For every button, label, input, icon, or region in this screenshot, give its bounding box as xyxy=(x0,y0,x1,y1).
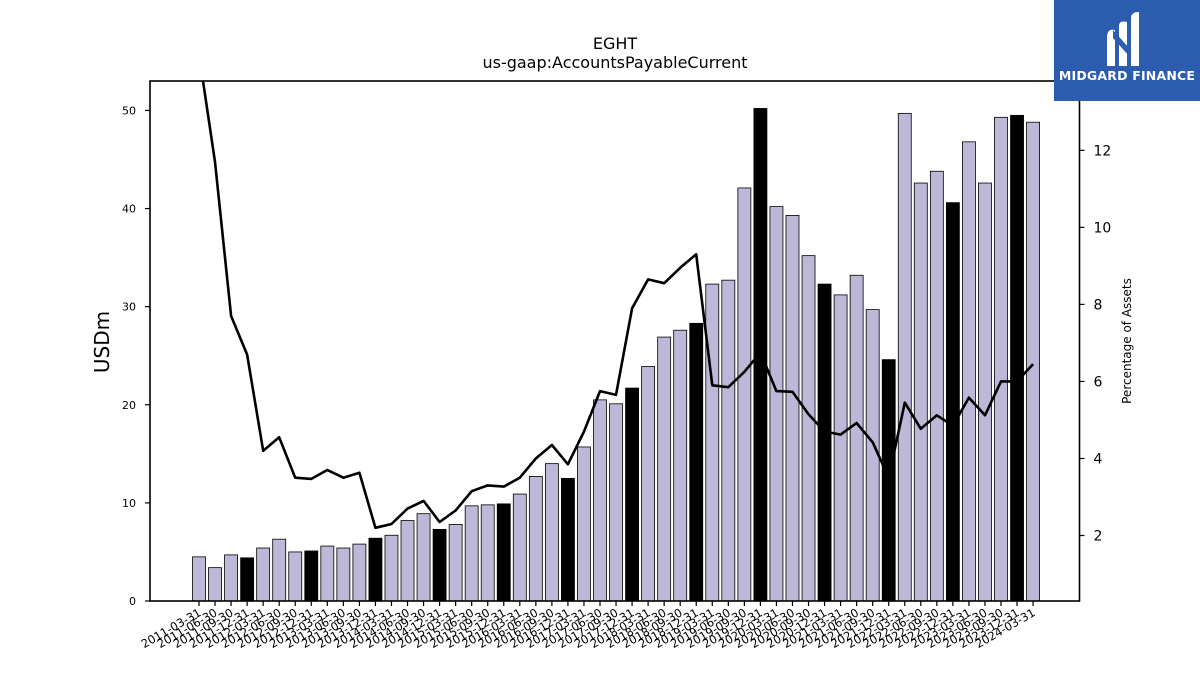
bar-2018-03-31 xyxy=(641,366,656,602)
bar-2018-06-30 xyxy=(657,336,672,602)
bar-2021-03-31 xyxy=(833,294,848,602)
bar-2014-03-31 xyxy=(384,534,399,602)
y2-tick-label: 12 xyxy=(1094,143,1112,159)
bar-2015-06-30 xyxy=(464,505,479,602)
bar-2021-12-31 xyxy=(881,359,896,602)
bar-2023-06-30 xyxy=(978,182,992,602)
bar-2020-09-30 xyxy=(801,255,816,602)
bar-2019-03-31 xyxy=(705,283,720,602)
y-axis-right: 2 4 6 8 10 12 xyxy=(1079,143,1112,545)
bar-2014-09-30 xyxy=(416,513,431,602)
y2-axis-label: Percentage of Assets xyxy=(1120,278,1134,404)
bar-2011-09-30 xyxy=(224,554,238,602)
x-axis: 2011-03-312011-06-302011-09-302011-12-31… xyxy=(139,601,1038,651)
bar-2022-03-31 xyxy=(897,112,912,602)
logo-text: MIDGARD FINANCE xyxy=(1058,68,1196,83)
bar-2023-12-31 xyxy=(1010,114,1024,602)
percentage-of-assets-line xyxy=(201,81,1035,530)
bar-2016-09-30 xyxy=(544,463,559,602)
bar-2011-03-31 xyxy=(192,556,206,602)
bar-2024-03-31 xyxy=(1026,121,1040,602)
y-axis-left: 0 10 20 30 40 50 xyxy=(122,104,150,608)
y-tick-label: 10 xyxy=(122,497,136,510)
bar-2021-06-30 xyxy=(849,274,864,602)
chart-title: EGHT xyxy=(593,34,638,53)
y2-tick-label: 10 xyxy=(1094,220,1112,236)
y-tick-label: 30 xyxy=(122,301,136,314)
bar-2023-09-30 xyxy=(994,116,1008,602)
bar-2022-06-30 xyxy=(913,182,928,602)
y-axis-label: USDm xyxy=(90,311,114,373)
bar-2017-09-30 xyxy=(609,403,623,602)
bar-series xyxy=(192,108,1040,602)
bar-2019-06-30 xyxy=(721,279,736,602)
y-tick-label: 20 xyxy=(122,399,136,412)
logo: MIDGARD FINANCE xyxy=(1054,0,1200,101)
bar-2013-03-31 xyxy=(320,545,335,602)
bar-2012-12-31 xyxy=(304,550,319,602)
bar-2013-12-31 xyxy=(368,537,383,602)
y2-tick-label: 6 xyxy=(1094,374,1103,390)
bar-2020-03-31 xyxy=(769,206,784,602)
bar-2017-12-31 xyxy=(625,387,639,602)
bar-2013-09-30 xyxy=(352,543,367,602)
bar-2020-12-31 xyxy=(817,283,832,602)
bar-2016-03-31 xyxy=(512,493,527,602)
y2-tick-label: 4 xyxy=(1094,451,1103,467)
bar-2014-06-30 xyxy=(400,520,415,602)
bar-2018-09-30 xyxy=(673,329,688,602)
bar-2016-12-31 xyxy=(561,477,575,602)
bar-2012-09-30 xyxy=(288,551,303,602)
bar-2019-09-30 xyxy=(737,187,752,602)
y-tick-label: 50 xyxy=(122,104,136,117)
bar-2015-09-30 xyxy=(480,504,495,602)
bar-2020-06-30 xyxy=(785,215,800,602)
midgard-finance-logo-icon xyxy=(1107,12,1139,66)
bar-2018-12-31 xyxy=(689,322,704,602)
bar-2017-03-31 xyxy=(577,446,591,602)
y2-tick-label: 2 xyxy=(1094,529,1103,545)
y2-tick-label: 8 xyxy=(1094,297,1103,313)
y-tick-label: 40 xyxy=(122,203,136,216)
bar-2011-06-30 xyxy=(208,567,222,602)
y-tick-label: 0 xyxy=(129,595,136,608)
bar-2016-06-30 xyxy=(528,475,543,602)
chart-subtitle: us-gaap:AccountsPayableCurrent xyxy=(482,53,747,72)
bar-2014-12-31 xyxy=(432,528,447,602)
bar-2022-09-30 xyxy=(929,170,944,602)
bar-2017-06-30 xyxy=(593,399,607,602)
bar-2013-06-30 xyxy=(336,547,351,602)
bar-2015-03-31 xyxy=(448,524,463,602)
bar-2012-03-31 xyxy=(256,547,271,602)
bar-2023-03-31 xyxy=(962,141,976,602)
bar-2012-06-30 xyxy=(272,538,287,602)
bar-2022-12-31 xyxy=(945,202,960,602)
plot-frame xyxy=(149,80,1081,602)
bar-2015-12-31 xyxy=(496,503,511,602)
line-series-group xyxy=(201,81,1035,530)
bar-2011-12-31 xyxy=(240,557,255,602)
